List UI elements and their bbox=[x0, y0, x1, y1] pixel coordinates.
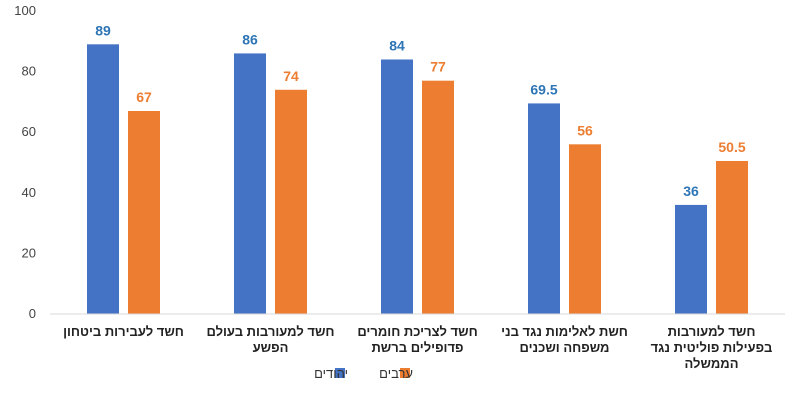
data-label: 84 bbox=[389, 37, 405, 53]
bar bbox=[675, 204, 707, 314]
data-label: 89 bbox=[95, 22, 111, 38]
bar bbox=[422, 80, 454, 314]
legend-label: יהודים bbox=[314, 366, 348, 381]
x-category-label: חשת לאלימות נגד בני bbox=[501, 324, 628, 339]
legend-swatch bbox=[335, 368, 345, 378]
x-category-label: משפחה ושכנים bbox=[520, 340, 610, 355]
data-labels: 89 67 86 74 84 77 69.5 56 36 50.5 bbox=[95, 22, 746, 199]
x-category-label: פדופילים ברשת bbox=[371, 340, 463, 355]
bar bbox=[275, 89, 307, 314]
data-label: 50.5 bbox=[718, 139, 745, 155]
legend: יהודים ערבים bbox=[314, 366, 413, 381]
data-label: 36 bbox=[683, 183, 699, 199]
x-category-label: הממשלה bbox=[685, 356, 739, 371]
data-label: 67 bbox=[136, 89, 152, 105]
y-tick-label: 60 bbox=[22, 124, 36, 139]
y-tick-label: 20 bbox=[22, 245, 36, 260]
bar bbox=[381, 59, 413, 315]
bar bbox=[716, 160, 748, 314]
legend-swatch bbox=[400, 368, 410, 378]
x-category-label: בפעילות פוליטית נגד bbox=[651, 340, 773, 355]
data-label: 74 bbox=[283, 68, 299, 84]
y-tick-label: 80 bbox=[22, 64, 36, 79]
y-tick-label: 100 bbox=[14, 3, 36, 18]
data-label: 77 bbox=[430, 59, 446, 75]
bar bbox=[234, 53, 266, 315]
x-category-label: חשד למעורבות בעולם bbox=[206, 324, 334, 339]
data-label: 69.5 bbox=[530, 81, 557, 97]
bar bbox=[569, 144, 601, 314]
data-label: 86 bbox=[242, 31, 258, 47]
bar bbox=[528, 103, 560, 314]
bar bbox=[87, 44, 119, 315]
x-category-label: חשד לצריכת חומרים bbox=[357, 324, 477, 339]
bar bbox=[128, 110, 160, 315]
bars bbox=[87, 44, 748, 315]
x-category-label: חשד לעבירות ביטחון bbox=[63, 324, 184, 339]
x-category-label: חשד למעורבות bbox=[668, 324, 756, 339]
y-axis: 0 20 40 60 80 100 bbox=[14, 3, 36, 321]
y-tick-label: 0 bbox=[29, 306, 36, 321]
x-category-label: הפשע bbox=[253, 340, 289, 355]
legend-label: ערבים bbox=[379, 366, 413, 381]
data-label: 56 bbox=[577, 122, 593, 138]
y-tick-label: 40 bbox=[22, 185, 36, 200]
x-axis: חשד לעבירות ביטחון חשד למעורבות בעולםהפשע… bbox=[50, 313, 785, 371]
